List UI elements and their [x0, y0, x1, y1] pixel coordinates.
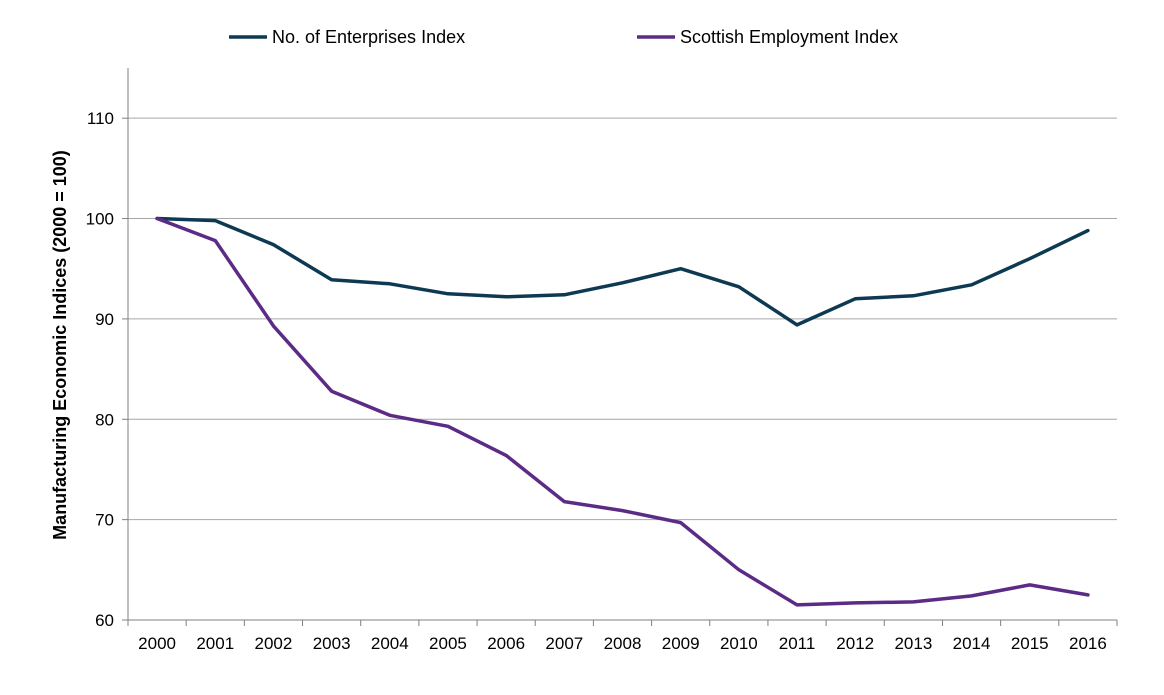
gridlines — [128, 117, 1117, 521]
y-tick-label: 70 — [95, 511, 114, 530]
series-line-1 — [155, 216, 1090, 607]
x-tick-label-2009: 2009 — [662, 634, 700, 653]
x-tick-label-2015: 2015 — [1011, 634, 1049, 653]
x-tick-label-2000: 2000 — [138, 634, 176, 653]
x-tick-label-2014: 2014 — [953, 634, 991, 653]
x-tick-label-2002: 2002 — [255, 634, 293, 653]
y-tick-label: 100 — [86, 210, 114, 229]
x-tick-label-2004: 2004 — [371, 634, 409, 653]
x-tick-label-2003: 2003 — [313, 634, 351, 653]
x-tick-label-2011: 2011 — [779, 634, 816, 653]
x-tick-label-2005: 2005 — [429, 634, 467, 653]
legend-label-1: Scottish Employment Index — [680, 27, 898, 47]
y-tick-label: 110 — [87, 109, 114, 128]
x-tick-label-2013: 2013 — [894, 634, 932, 653]
legend-label-0: No. of Enterprises Index — [272, 27, 465, 47]
axes: 60 70 80 90 100 110 2000 2001 2002 2003 2004 2005 20… — [86, 68, 1118, 653]
series-line-0 — [155, 216, 1090, 327]
x-tick-label-2007: 2007 — [545, 634, 583, 653]
x-tick-label-2012: 2012 — [836, 634, 874, 653]
x-tick-label-2016: 2016 — [1069, 634, 1107, 653]
y-tick-label: 60 — [95, 611, 114, 630]
x-tick-label-2008: 2008 — [604, 634, 642, 653]
x-tick-label-2006: 2006 — [487, 634, 525, 653]
legend: No. of Enterprises Index Scottish Employm… — [229, 27, 898, 47]
y-tick-label: 80 — [95, 410, 114, 429]
y-tick-label: 90 — [95, 310, 114, 329]
x-tick-label-2010: 2010 — [720, 634, 758, 653]
series-lines — [155, 216, 1090, 607]
x-tick-label-2001: 2001 — [196, 634, 234, 653]
y-axis-label: Manufacturing Economic Indices (2000 = 1… — [50, 150, 70, 540]
